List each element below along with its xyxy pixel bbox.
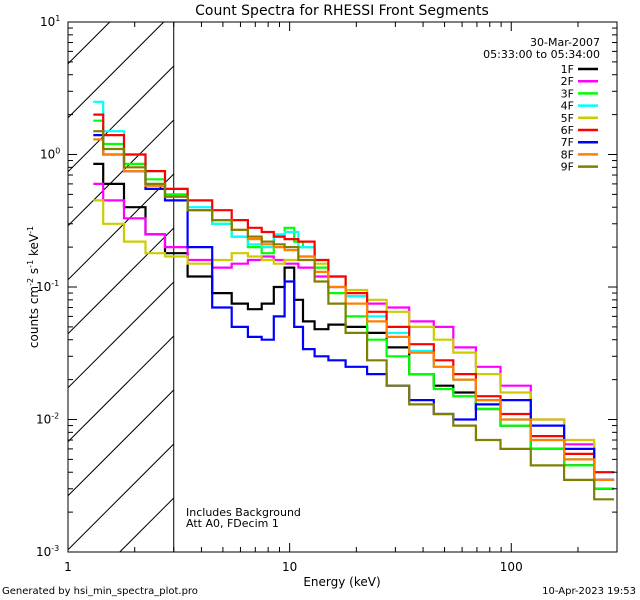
y-axis-label: counts cm-2 s-1 keV-1 [26,226,41,348]
legend-label-8F: 8F [561,148,574,161]
axis-ticks: 1 10 100 10-3 10-2 10-1 100 101 [36,14,618,574]
y-tick-label: 10-1 [36,279,59,294]
hatch-line [119,497,175,553]
y-tick-label: 101 [40,14,60,29]
legend-label-5F: 5F [561,112,574,125]
y-tick-label: 10-2 [36,412,59,427]
footer-timestamp: 10-Apr-2023 19:53 [542,586,636,597]
hatch-line [67,227,175,335]
legend-label-9F: 9F [561,161,574,174]
legend-label-1F: 1F [561,63,574,76]
y-axis-label-base: counts cm [27,286,41,348]
y-axis-label-sup1: -2 [26,278,35,286]
legend-label-4F: 4F [561,100,574,113]
series-9F-line [93,130,615,501]
hatch-line [67,281,175,389]
y-tick-label: 100 [40,147,60,162]
chart-title: Count Spectra for RHESSI Front Segments [195,3,489,19]
legend-label-7F: 7F [561,136,574,149]
y-axis-label-sup3: -1 [26,226,35,234]
hatch-line [67,21,111,65]
y-axis-label-sup2: -1 [26,260,35,268]
plot-frame [67,21,618,553]
x-tick-label: 1 [64,560,72,574]
legend-label-3F: 3F [561,87,574,100]
legend-label-6F: 6F [561,124,574,137]
legend-label-2F: 2F [561,75,574,88]
hatch-line [67,65,175,173]
annotation-time-range: 05:33:00 to 05:34:00 [483,48,600,61]
series-7F-line [93,134,615,481]
hatch-line [67,335,175,443]
x-tick-label: 10 [282,560,297,574]
annotation-date: 30-Mar-2007 [530,36,600,49]
hatched-region [67,21,175,553]
series-6F-line [93,113,615,474]
series-group [93,100,615,501]
annotation-background-note: Includes Background [186,506,301,519]
y-axis-label-mid: s [27,268,41,278]
hatch-line [67,443,175,551]
footer-generated-by: Generated by hsi_min_spectra_plot.pro [2,586,198,597]
hatch-line [67,119,175,227]
x-tick-label: 100 [500,560,523,574]
hatch-line [67,173,175,281]
annotation-attenuator-note: Att A0, FDecim 1 [186,517,279,530]
x-axis-label: Energy (keV) [303,575,380,589]
hatch-line [67,389,175,497]
y-axis-label-end: keV [27,233,41,260]
hatch-line [67,21,165,119]
y-tick-label: 10-3 [36,544,59,559]
